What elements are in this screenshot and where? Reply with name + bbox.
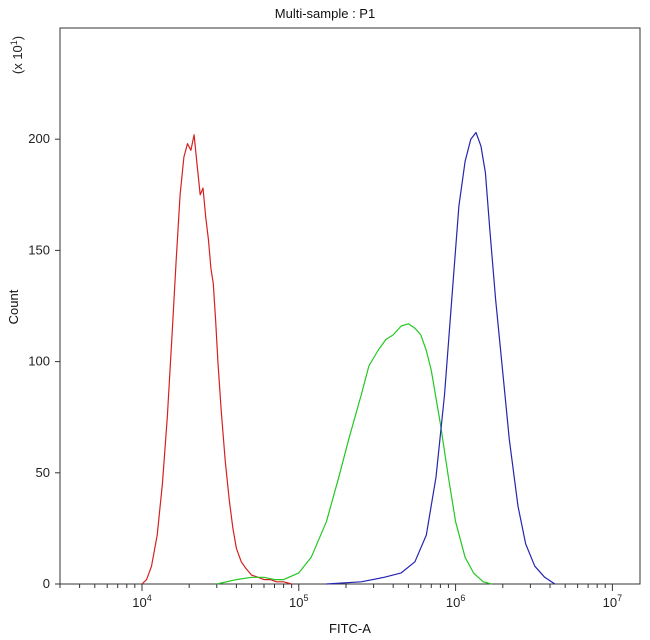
y-tick-label: 0 [43, 576, 50, 591]
histogram-series-2 [216, 323, 492, 585]
y-multiplier-prefix: (x 10 [10, 45, 25, 74]
y-tick-label: 200 [28, 131, 50, 146]
x-tick-exponent: 5 [304, 593, 309, 603]
chart-title: Multi-sample : P1 [275, 6, 375, 21]
y-axis-ticks: 0 50 100 150 200 [28, 131, 60, 591]
x-tick-exponent: 6 [460, 593, 465, 603]
x-tick-exponent: 4 [147, 593, 152, 603]
y-axis-label: Count [6, 289, 21, 324]
x-tick-label: 104 [132, 593, 151, 610]
y-tick-label: 150 [28, 242, 50, 257]
x-tick-base: 10 [603, 595, 617, 610]
x-tick-label: 106 [446, 593, 465, 610]
x-tick-base: 10 [289, 595, 303, 610]
x-axis-ticks: 104 105 106 107 [59, 584, 622, 610]
histogram-series [141, 131, 556, 585]
y-multiplier-exponent: 1 [9, 40, 19, 45]
y-multiplier-suffix: ) [10, 36, 25, 40]
y-tick-label: 50 [36, 465, 50, 480]
y-tick-label: 100 [28, 354, 50, 369]
x-tick-label: 107 [603, 593, 622, 610]
plot-frame [59, 27, 641, 585]
histogram-series-1 [141, 134, 292, 585]
x-tick-base: 10 [446, 595, 460, 610]
x-tick-exponent: 7 [617, 593, 622, 603]
x-axis-label: FITC-A [329, 621, 371, 636]
x-tick-label: 105 [289, 593, 308, 610]
histogram-series-3 [326, 131, 556, 585]
y-multiplier-label: (x 101) [9, 36, 25, 74]
x-tick-base: 10 [132, 595, 146, 610]
